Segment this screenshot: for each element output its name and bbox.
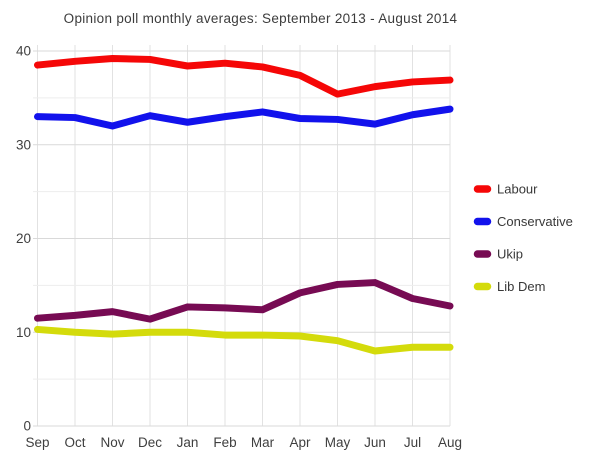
legend-label-conservative: Conservative: [497, 214, 573, 229]
y-tick-label: 10: [16, 325, 31, 340]
y-tick-label: 30: [16, 137, 31, 152]
x-tick-label: Dec: [138, 435, 162, 450]
series-line-lib-dem: [34, 325, 454, 355]
legend-label-labour: Labour: [497, 182, 538, 197]
y-tick-label: 40: [16, 44, 31, 59]
x-tick-label: Oct: [64, 435, 85, 450]
series-line-conservative: [34, 105, 454, 130]
legend-label-lib-dem: Lib Dem: [497, 279, 545, 294]
x-tick-label: Feb: [213, 435, 236, 450]
legend-label-ukip: Ukip: [497, 247, 523, 262]
y-tick-label: 20: [16, 231, 31, 246]
chart-title: Opinion poll monthly averages: September…: [63, 11, 458, 26]
x-tick-label: Mar: [251, 435, 275, 450]
x-tick-label: May: [325, 435, 351, 450]
x-tick-label: Jan: [177, 435, 199, 450]
x-tick-label: Apr: [289, 435, 311, 450]
x-tick-label: Nov: [100, 435, 124, 450]
y-tick-label: 0: [23, 419, 31, 434]
x-tick-label: Jun: [364, 435, 386, 450]
x-tick-label: Sep: [25, 435, 49, 450]
x-tick-label: Aug: [438, 435, 462, 450]
x-tick-label: Jul: [404, 435, 421, 450]
series-line-labour: [34, 55, 454, 98]
series-line-ukip: [34, 279, 454, 323]
